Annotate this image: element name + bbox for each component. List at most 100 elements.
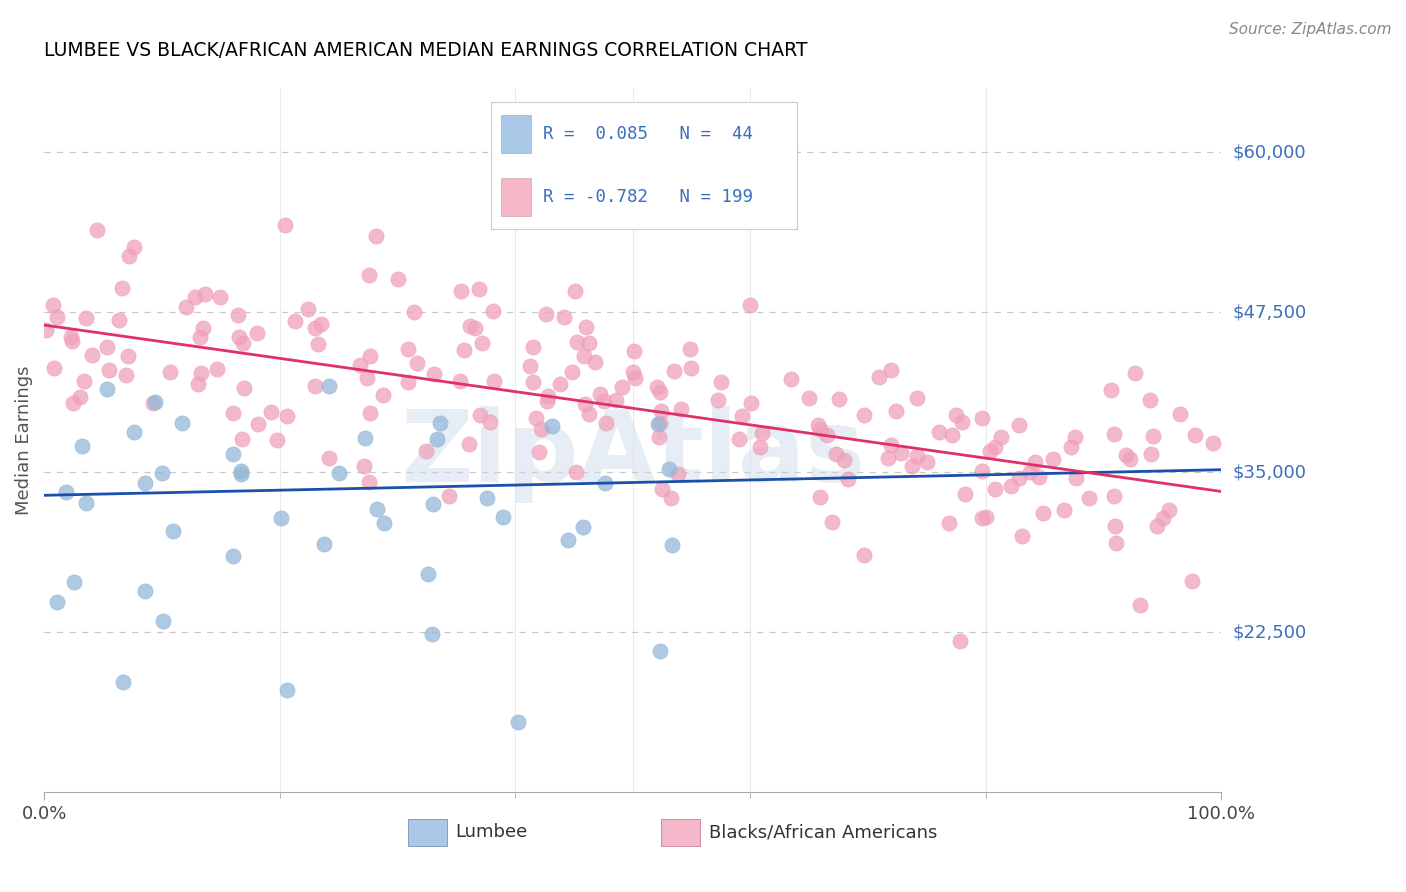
- Point: [481, 304, 503, 318]
- Point: [890, 446, 912, 460]
- Point: [134, 583, 156, 598]
- Point: [928, 425, 950, 439]
- Text: LUMBEE VS BLACK/AFRICAN AMERICAN MEDIAN EARNINGS CORRELATION CHART: LUMBEE VS BLACK/AFRICAN AMERICAN MEDIAN …: [44, 41, 807, 60]
- Point: [583, 355, 606, 369]
- Point: [366, 502, 388, 516]
- Point: [522, 375, 544, 389]
- Point: [519, 359, 541, 373]
- Point: [423, 367, 446, 381]
- Point: [96, 382, 118, 396]
- Point: [402, 305, 425, 319]
- Point: [1099, 384, 1122, 398]
- Point: [821, 515, 844, 529]
- Point: [1140, 447, 1163, 461]
- Point: [420, 626, 443, 640]
- Point: [207, 362, 229, 376]
- Point: [728, 432, 751, 446]
- Point: [221, 447, 243, 461]
- Point: [1139, 393, 1161, 408]
- Point: [86, 223, 108, 237]
- Point: [1042, 451, 1064, 466]
- Point: [209, 290, 232, 304]
- Point: [1028, 469, 1050, 483]
- Point: [468, 408, 491, 422]
- Point: [112, 674, 135, 689]
- Point: [468, 282, 491, 296]
- Point: [1011, 529, 1033, 543]
- Point: [75, 496, 97, 510]
- Point: [647, 380, 669, 394]
- Point: [808, 491, 831, 505]
- Point: [458, 318, 481, 333]
- Point: [527, 445, 550, 459]
- Point: [191, 321, 214, 335]
- Point: [1077, 491, 1099, 506]
- Text: Source: ZipAtlas.com: Source: ZipAtlas.com: [1229, 22, 1392, 37]
- Point: [232, 336, 254, 351]
- Point: [373, 388, 395, 402]
- Point: [429, 416, 451, 430]
- Text: $47,500: $47,500: [1233, 303, 1306, 321]
- Point: [174, 300, 197, 314]
- Point: [740, 298, 762, 312]
- Point: [307, 337, 329, 351]
- Point: [658, 462, 681, 476]
- Point: [662, 364, 685, 378]
- Point: [824, 448, 846, 462]
- Point: [353, 458, 375, 473]
- Point: [679, 343, 702, 357]
- Point: [506, 714, 529, 729]
- Point: [524, 410, 547, 425]
- Point: [353, 431, 375, 445]
- Point: [284, 314, 307, 328]
- Text: $35,000: $35,000: [1233, 463, 1306, 482]
- Point: [868, 370, 890, 384]
- Point: [661, 538, 683, 552]
- Point: [593, 475, 616, 490]
- Point: [1104, 519, 1126, 533]
- Point: [1201, 435, 1223, 450]
- Point: [63, 574, 86, 589]
- Point: [108, 312, 131, 326]
- Point: [260, 405, 283, 419]
- Point: [60, 334, 83, 348]
- Point: [159, 365, 181, 379]
- Point: [799, 391, 821, 405]
- Point: [406, 356, 429, 370]
- Point: [70, 439, 93, 453]
- Point: [953, 487, 976, 501]
- Point: [1157, 503, 1180, 517]
- Point: [884, 404, 907, 418]
- Point: [1119, 452, 1142, 467]
- Point: [561, 365, 583, 379]
- Point: [970, 464, 993, 478]
- Point: [832, 453, 855, 467]
- Point: [671, 401, 693, 416]
- Point: [349, 359, 371, 373]
- Point: [990, 430, 1012, 444]
- Point: [536, 394, 558, 409]
- Point: [297, 301, 319, 316]
- Point: [437, 489, 460, 503]
- Point: [318, 379, 340, 393]
- Point: [359, 349, 381, 363]
- Point: [1064, 430, 1087, 444]
- Point: [449, 374, 471, 388]
- Point: [574, 397, 596, 411]
- Point: [222, 406, 245, 420]
- Point: [143, 394, 166, 409]
- Point: [949, 634, 972, 648]
- Point: [142, 395, 165, 409]
- Point: [491, 509, 513, 524]
- Point: [623, 343, 645, 358]
- Point: [188, 329, 211, 343]
- Point: [815, 427, 838, 442]
- Point: [666, 467, 689, 481]
- Point: [650, 403, 672, 417]
- Point: [564, 284, 586, 298]
- Point: [976, 510, 998, 524]
- Point: [35, 323, 58, 337]
- Point: [475, 491, 498, 505]
- Point: [229, 467, 252, 481]
- Point: [124, 425, 146, 439]
